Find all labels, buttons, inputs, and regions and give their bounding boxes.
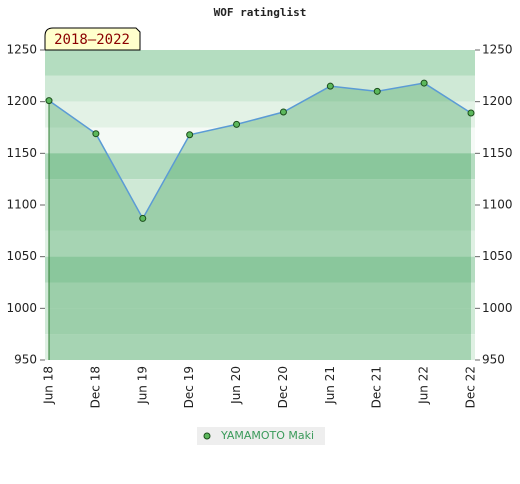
x-tick-label: Jun 21 [323, 366, 337, 405]
x-tick-label: Jun 22 [417, 366, 431, 405]
x-tick-label: Dec 19 [182, 366, 196, 408]
y2-tick-label: 1100 [482, 198, 513, 212]
legend-label: YAMAMOTO Maki [220, 429, 314, 442]
x-tick-label: Dec 20 [276, 366, 290, 408]
x-tick-label: Jun 19 [135, 366, 149, 405]
y-tick-label: 1100 [6, 198, 37, 212]
marker [373, 87, 381, 95]
y-tick-label: 1250 [6, 43, 37, 57]
y-tick-label: 950 [14, 353, 37, 367]
marker [45, 97, 53, 105]
y-tick-label: 1000 [6, 301, 37, 315]
band [45, 127, 475, 154]
area [49, 83, 471, 361]
marker [233, 120, 241, 128]
band [45, 334, 475, 360]
x-tick-label: Dec 18 [88, 366, 102, 408]
y-tick-label: 1050 [6, 249, 37, 263]
band [45, 153, 475, 180]
y-tick-label: 1200 [6, 94, 37, 108]
x-tick-label: Jun 18 [42, 366, 56, 405]
band [45, 50, 475, 76]
marker [139, 214, 147, 222]
marker [420, 79, 428, 87]
marker [92, 130, 100, 138]
y-tick-label: 1150 [6, 146, 37, 160]
marker [326, 82, 334, 90]
band [45, 308, 475, 335]
badge: 2018–2022 [54, 32, 130, 48]
x-tick-label: Dec 21 [370, 366, 384, 408]
marker [186, 131, 194, 139]
band [45, 179, 475, 205]
badge-box [44, 27, 141, 51]
y2-tick-label: 1050 [482, 249, 513, 263]
y2-tick-label: 1150 [482, 146, 513, 160]
legend-box [197, 427, 325, 445]
band [45, 205, 475, 231]
y2-tick-label: 1000 [482, 301, 513, 315]
band [45, 101, 475, 128]
marker [467, 109, 475, 117]
band [45, 282, 475, 309]
marker [279, 108, 287, 116]
band [45, 75, 475, 102]
y2-tick-label: 950 [482, 353, 505, 367]
band [45, 256, 475, 283]
chart-title: WOF ratinglist [214, 6, 307, 19]
x-tick-label: Jun 20 [229, 366, 243, 405]
y2-tick-label: 1200 [482, 94, 513, 108]
x-tick-label: Dec 22 [464, 366, 478, 408]
band [45, 230, 475, 257]
legend-marker [203, 432, 211, 440]
y2-tick-label: 1250 [482, 43, 513, 57]
line [48, 82, 472, 220]
bands [45, 50, 475, 360]
